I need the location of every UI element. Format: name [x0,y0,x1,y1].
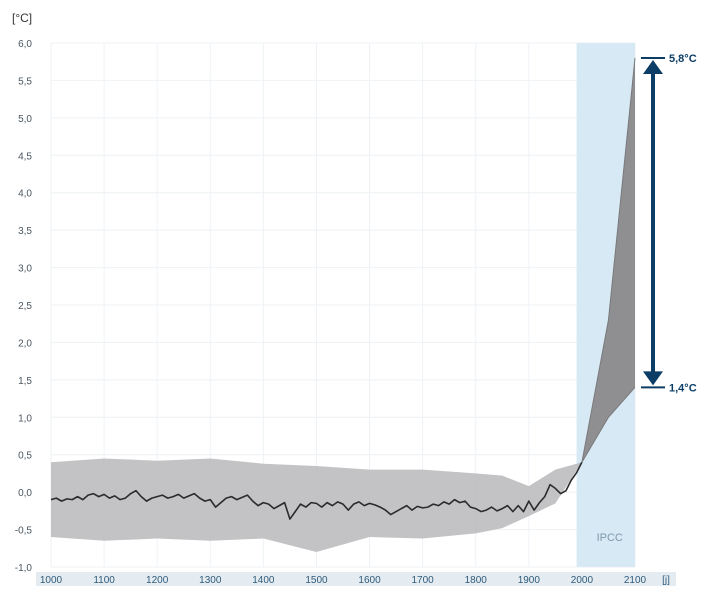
x-tick-label: 1500 [305,575,328,586]
projection-fan [581,57,635,463]
y-unit-label: [°C] [12,11,32,25]
x-tick-label: 1900 [518,575,541,586]
y-tick-label: 5,5 [18,76,32,87]
x-tick-label: 1700 [412,575,435,586]
y-tick-label: 0,5 [18,451,32,462]
x-tick-label: 1600 [358,575,381,586]
y-tick-label: 6,0 [18,39,32,50]
x-tick-label: 2100 [624,575,647,586]
y-tick-label: 4,5 [18,151,32,162]
y-tick-label: 4,0 [18,189,32,200]
y-tick-label: 5,0 [18,114,32,125]
x-axis-unit-label: [j] [662,575,670,586]
y-tick-label: 1,5 [18,376,32,387]
projection-region-label: IPCC [597,532,623,544]
series-projection-low-line [581,387,636,463]
x-tick-label: 1200 [146,575,169,586]
y-tick-label: 3,5 [18,226,32,237]
y-tick-label: 2,5 [18,301,32,312]
y-tick-label: 0,0 [18,488,32,499]
y-tick-label: 2,0 [18,338,32,349]
x-tick-label: 1300 [199,575,222,586]
axis-layer: -1,0 -0,5 0,0 0,5 1,0 1,5 2,0 2,5 3,0 3,5 4,0 4,5 5,… [15,39,676,586]
x-tick-label: 1800 [465,575,488,586]
y-tick-label: 1,0 [18,413,32,424]
range-annotation-label: 1,4°C [669,382,697,394]
x-tick-label: 1100 [93,575,115,586]
range-annotation-label: 5,8°C [669,53,697,65]
x-tick-label: 1400 [252,575,275,586]
line-layer [50,57,636,520]
x-axis-bar [36,572,676,586]
y-tick-label: 3,0 [18,264,32,275]
range-arrow-head-down [643,371,663,386]
range-arrow-head-up [643,59,663,74]
x-tick-label: 2000 [571,575,594,586]
series-historical-line [50,461,583,520]
x-tick-label: 1000 [40,575,63,586]
series-projection-high-line [581,57,636,463]
uncertainty-band [51,458,582,553]
y-tick-label: -0,5 [15,526,33,537]
y-tick-label: -1,0 [15,563,33,574]
band-layer [51,57,635,553]
annotation-layer: 5,8°C 1,4°C [641,53,697,394]
